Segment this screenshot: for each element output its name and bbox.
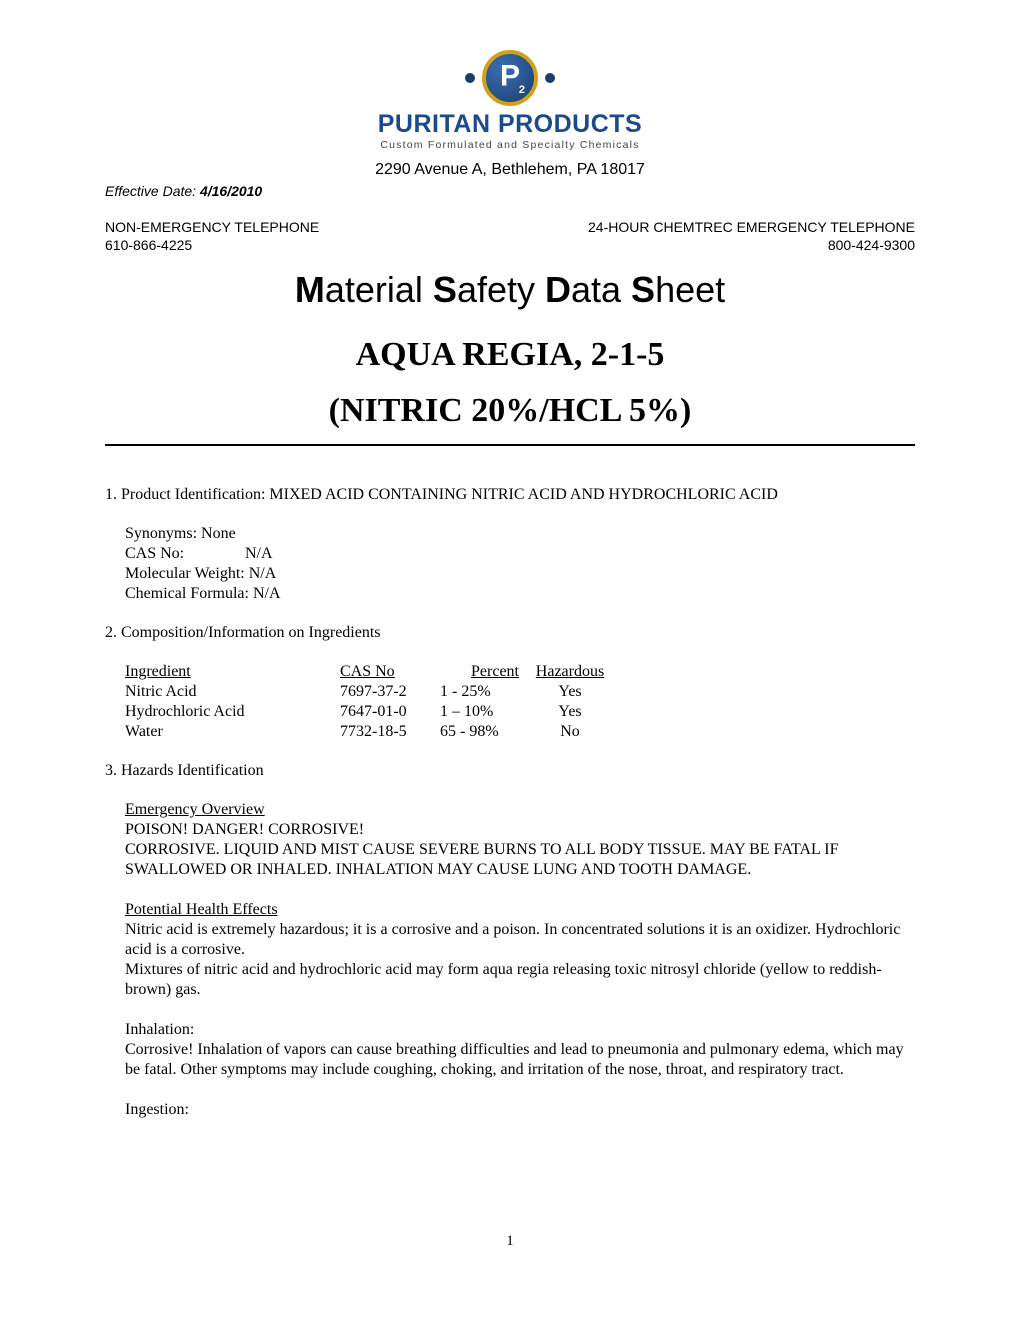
product-info-block: Synonyms: None CAS No:N/A Molecular Weig… xyxy=(125,524,915,604)
logo-block: P 2 PURITAN PRODUCTS Custom Formulated a… xyxy=(105,50,915,151)
msds-sh: S xyxy=(631,269,655,310)
msds-m: M xyxy=(295,269,325,310)
ingredients-table: Ingredient CAS No Percent Hazardous Nitr… xyxy=(125,662,915,742)
inhalation-section: Inhalation: Corrosive! Inhalation of vap… xyxy=(125,1020,915,1080)
cell-percent: 1 - 25% xyxy=(440,682,525,702)
logo-tagline: Custom Formulated and Specialty Chemical… xyxy=(105,139,915,151)
health-line1: Nitric acid is extremely hazardous; it i… xyxy=(125,920,915,960)
page-number: 1 xyxy=(506,1233,514,1250)
cas-label: CAS No: xyxy=(125,544,245,564)
logo-subscript: 2 xyxy=(519,84,525,96)
table-row: Water 7732-18-5 65 - 98% No xyxy=(125,722,915,742)
section-3-heading: 3. Hazards Identification xyxy=(105,762,915,780)
col-hazardous-header: Hazardous xyxy=(525,662,615,682)
product-title-line1: AQUA REGIA, 2-1-5 xyxy=(105,336,915,374)
emergency-label: 24-HOUR CHEMTREC EMERGENCY TELEPHONE xyxy=(588,219,915,235)
msds-sheet: heet xyxy=(655,269,725,310)
table-row: Nitric Acid 7697-37-2 1 - 25% Yes xyxy=(125,682,915,702)
ingestion-label: Ingestion: xyxy=(125,1100,915,1120)
section-2-heading: 2. Composition/Information on Ingredient… xyxy=(105,624,915,642)
non-emergency-label: NON-EMERGENCY TELEPHONE xyxy=(105,219,319,235)
logo-letter: P xyxy=(500,59,520,93)
phone-labels-row: NON-EMERGENCY TELEPHONE 24-HOUR CHEMTREC… xyxy=(105,219,915,235)
inhalation-label: Inhalation: xyxy=(125,1020,915,1040)
synonyms: Synonyms: None xyxy=(125,524,915,544)
col-percent-header: Percent xyxy=(440,662,525,682)
cell-cas: 7697-37-2 xyxy=(340,682,440,702)
logo-badge: P 2 xyxy=(462,50,558,106)
cell-cas: 7732-18-5 xyxy=(340,722,440,742)
cell-percent: 1 – 10% xyxy=(440,702,525,722)
chemical-formula: Chemical Formula: N/A xyxy=(125,584,915,604)
inhalation-text: Corrosive! Inhalation of vapors can caus… xyxy=(125,1040,915,1080)
cas-value: N/A xyxy=(245,545,273,562)
msds-title: Material Safety Data Sheet xyxy=(105,269,915,311)
table-row: Hydrochloric Acid 7647-01-0 1 – 10% Yes xyxy=(125,702,915,722)
msds-s: S xyxy=(433,269,457,310)
msds-safety: afety xyxy=(457,269,545,310)
msds-material: aterial xyxy=(325,269,433,310)
health-heading: Potential Health Effects xyxy=(125,900,915,920)
molecular-weight: Molecular Weight: N/A xyxy=(125,564,915,584)
cas-row: CAS No:N/A xyxy=(125,544,915,564)
emergency-overview: Emergency Overview POISON! DANGER! CORRO… xyxy=(125,800,915,880)
logo-circle: P 2 xyxy=(482,50,538,106)
cell-ingredient: Hydrochloric Acid xyxy=(125,702,340,722)
product-title-line2: (NITRIC 20%/HCL 5%) xyxy=(105,392,915,446)
cell-ingredient: Water xyxy=(125,722,340,742)
cell-hazardous: No xyxy=(525,722,615,742)
col-cas-header: CAS No xyxy=(340,662,440,682)
cell-ingredient: Nitric Acid xyxy=(125,682,340,702)
msds-data: ata xyxy=(571,269,631,310)
phone-numbers-row: 610-866-4225 800-424-9300 xyxy=(105,237,915,253)
health-line2: Mixtures of nitric acid and hydrochloric… xyxy=(125,960,915,1000)
logo-brand-name: PURITAN PRODUCTS xyxy=(105,112,915,137)
ingestion-section: Ingestion: xyxy=(125,1100,915,1120)
emergency-heading: Emergency Overview xyxy=(125,800,915,820)
emergency-line1: POISON! DANGER! CORROSIVE! xyxy=(125,820,915,840)
emergency-number: 800-424-9300 xyxy=(828,237,915,253)
emergency-line2: CORROSIVE. LIQUID AND MIST CAUSE SEVERE … xyxy=(125,840,915,880)
col-ingredient-header: Ingredient xyxy=(125,662,340,682)
effective-date-label: Effective Date: xyxy=(105,183,200,199)
cell-percent: 65 - 98% xyxy=(440,722,525,742)
logo-dot-left xyxy=(465,73,475,83)
non-emergency-number: 610-866-4225 xyxy=(105,237,192,253)
cell-cas: 7647-01-0 xyxy=(340,702,440,722)
msds-d: D xyxy=(545,269,571,310)
potential-health-effects: Potential Health Effects Nitric acid is … xyxy=(125,900,915,1000)
cell-hazardous: Yes xyxy=(525,682,615,702)
effective-date-value: 4/16/2010 xyxy=(200,183,262,199)
table-header-row: Ingredient CAS No Percent Hazardous xyxy=(125,662,915,682)
cell-hazardous: Yes xyxy=(525,702,615,722)
company-address: 2290 Avenue A, Bethlehem, PA 18017 xyxy=(105,161,915,179)
effective-date: Effective Date: 4/16/2010 xyxy=(105,183,915,199)
section-1-heading: 1. Product Identification: MIXED ACID CO… xyxy=(105,486,915,504)
logo-dot-right xyxy=(545,73,555,83)
page: P 2 PURITAN PRODUCTS Custom Formulated a… xyxy=(105,50,915,1290)
